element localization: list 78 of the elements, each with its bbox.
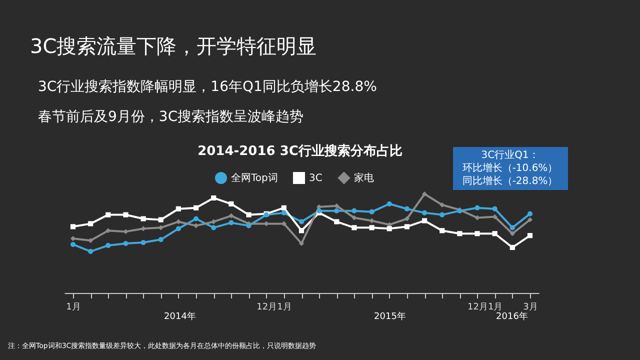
text: 同比增长（-28.8%） — [462, 175, 558, 187]
text: 2016年 — [496, 311, 528, 322]
point — [352, 225, 357, 230]
point — [474, 231, 480, 236]
point — [440, 212, 445, 218]
x-tick-label: 1月 — [66, 302, 81, 312]
point — [281, 205, 286, 210]
point — [527, 217, 533, 222]
point — [228, 220, 234, 226]
legend-label: 3C — [309, 173, 322, 184]
point — [211, 225, 216, 230]
point — [106, 212, 111, 218]
x-tick-label: 1月 — [277, 302, 292, 312]
point — [386, 226, 392, 232]
point — [474, 205, 480, 210]
point — [334, 208, 340, 214]
point — [492, 206, 498, 212]
point — [140, 216, 146, 222]
point — [176, 226, 182, 232]
point — [70, 224, 76, 230]
point — [193, 216, 199, 222]
point — [404, 224, 410, 230]
point — [492, 231, 498, 236]
point — [298, 240, 304, 246]
point — [123, 240, 128, 246]
point — [193, 205, 199, 210]
x-tick-label: 1月 — [488, 302, 503, 312]
x-tick-label: 3月 — [523, 302, 538, 312]
point — [88, 238, 94, 244]
point — [510, 225, 515, 230]
text: 春节前后及9月份，3C搜索指数呈波峰趋势 — [38, 109, 304, 125]
point — [440, 228, 445, 234]
point — [228, 201, 234, 206]
point — [404, 206, 410, 212]
point — [88, 248, 94, 254]
point — [106, 242, 111, 248]
point — [352, 215, 357, 220]
point — [281, 210, 286, 216]
x-tick-label: 12月 — [256, 302, 278, 312]
legend-label: 家电 — [354, 172, 374, 184]
chart-title: 3C搜索流量下降，开学特征明显 — [30, 34, 317, 58]
point — [211, 195, 216, 201]
point — [457, 231, 462, 236]
legend-label: 全网Top词 — [231, 172, 278, 184]
point — [369, 218, 374, 224]
point — [352, 208, 357, 214]
text: 2015年 — [374, 311, 406, 322]
text: 3C行业Q1： — [481, 149, 539, 161]
point — [246, 212, 252, 218]
point — [88, 221, 94, 226]
point — [369, 225, 374, 230]
point — [369, 209, 374, 214]
point — [228, 213, 234, 218]
point — [158, 236, 164, 242]
text: 3C行业搜索指数降幅明显，16年Q1同比负增长28.8% — [38, 79, 377, 95]
point — [176, 206, 182, 212]
point — [527, 233, 533, 238]
point — [422, 191, 428, 197]
point — [510, 231, 515, 236]
point — [334, 219, 340, 224]
point — [386, 201, 392, 206]
text: 2014年 — [164, 311, 196, 322]
point — [422, 210, 428, 216]
point — [211, 219, 216, 224]
text: 环比增长（-10.6%） — [462, 162, 558, 174]
point — [123, 212, 128, 218]
x-tick-label: 12月 — [468, 302, 488, 312]
point — [422, 218, 428, 224]
chart-subtitle: 2014-2016 3C行业搜索分布占比 — [198, 143, 402, 159]
point — [140, 240, 146, 246]
point — [404, 216, 410, 222]
point — [298, 219, 304, 224]
point — [298, 228, 304, 234]
point — [70, 242, 76, 248]
point — [527, 211, 533, 216]
point — [158, 217, 164, 222]
point — [510, 244, 515, 250]
point — [440, 202, 445, 208]
